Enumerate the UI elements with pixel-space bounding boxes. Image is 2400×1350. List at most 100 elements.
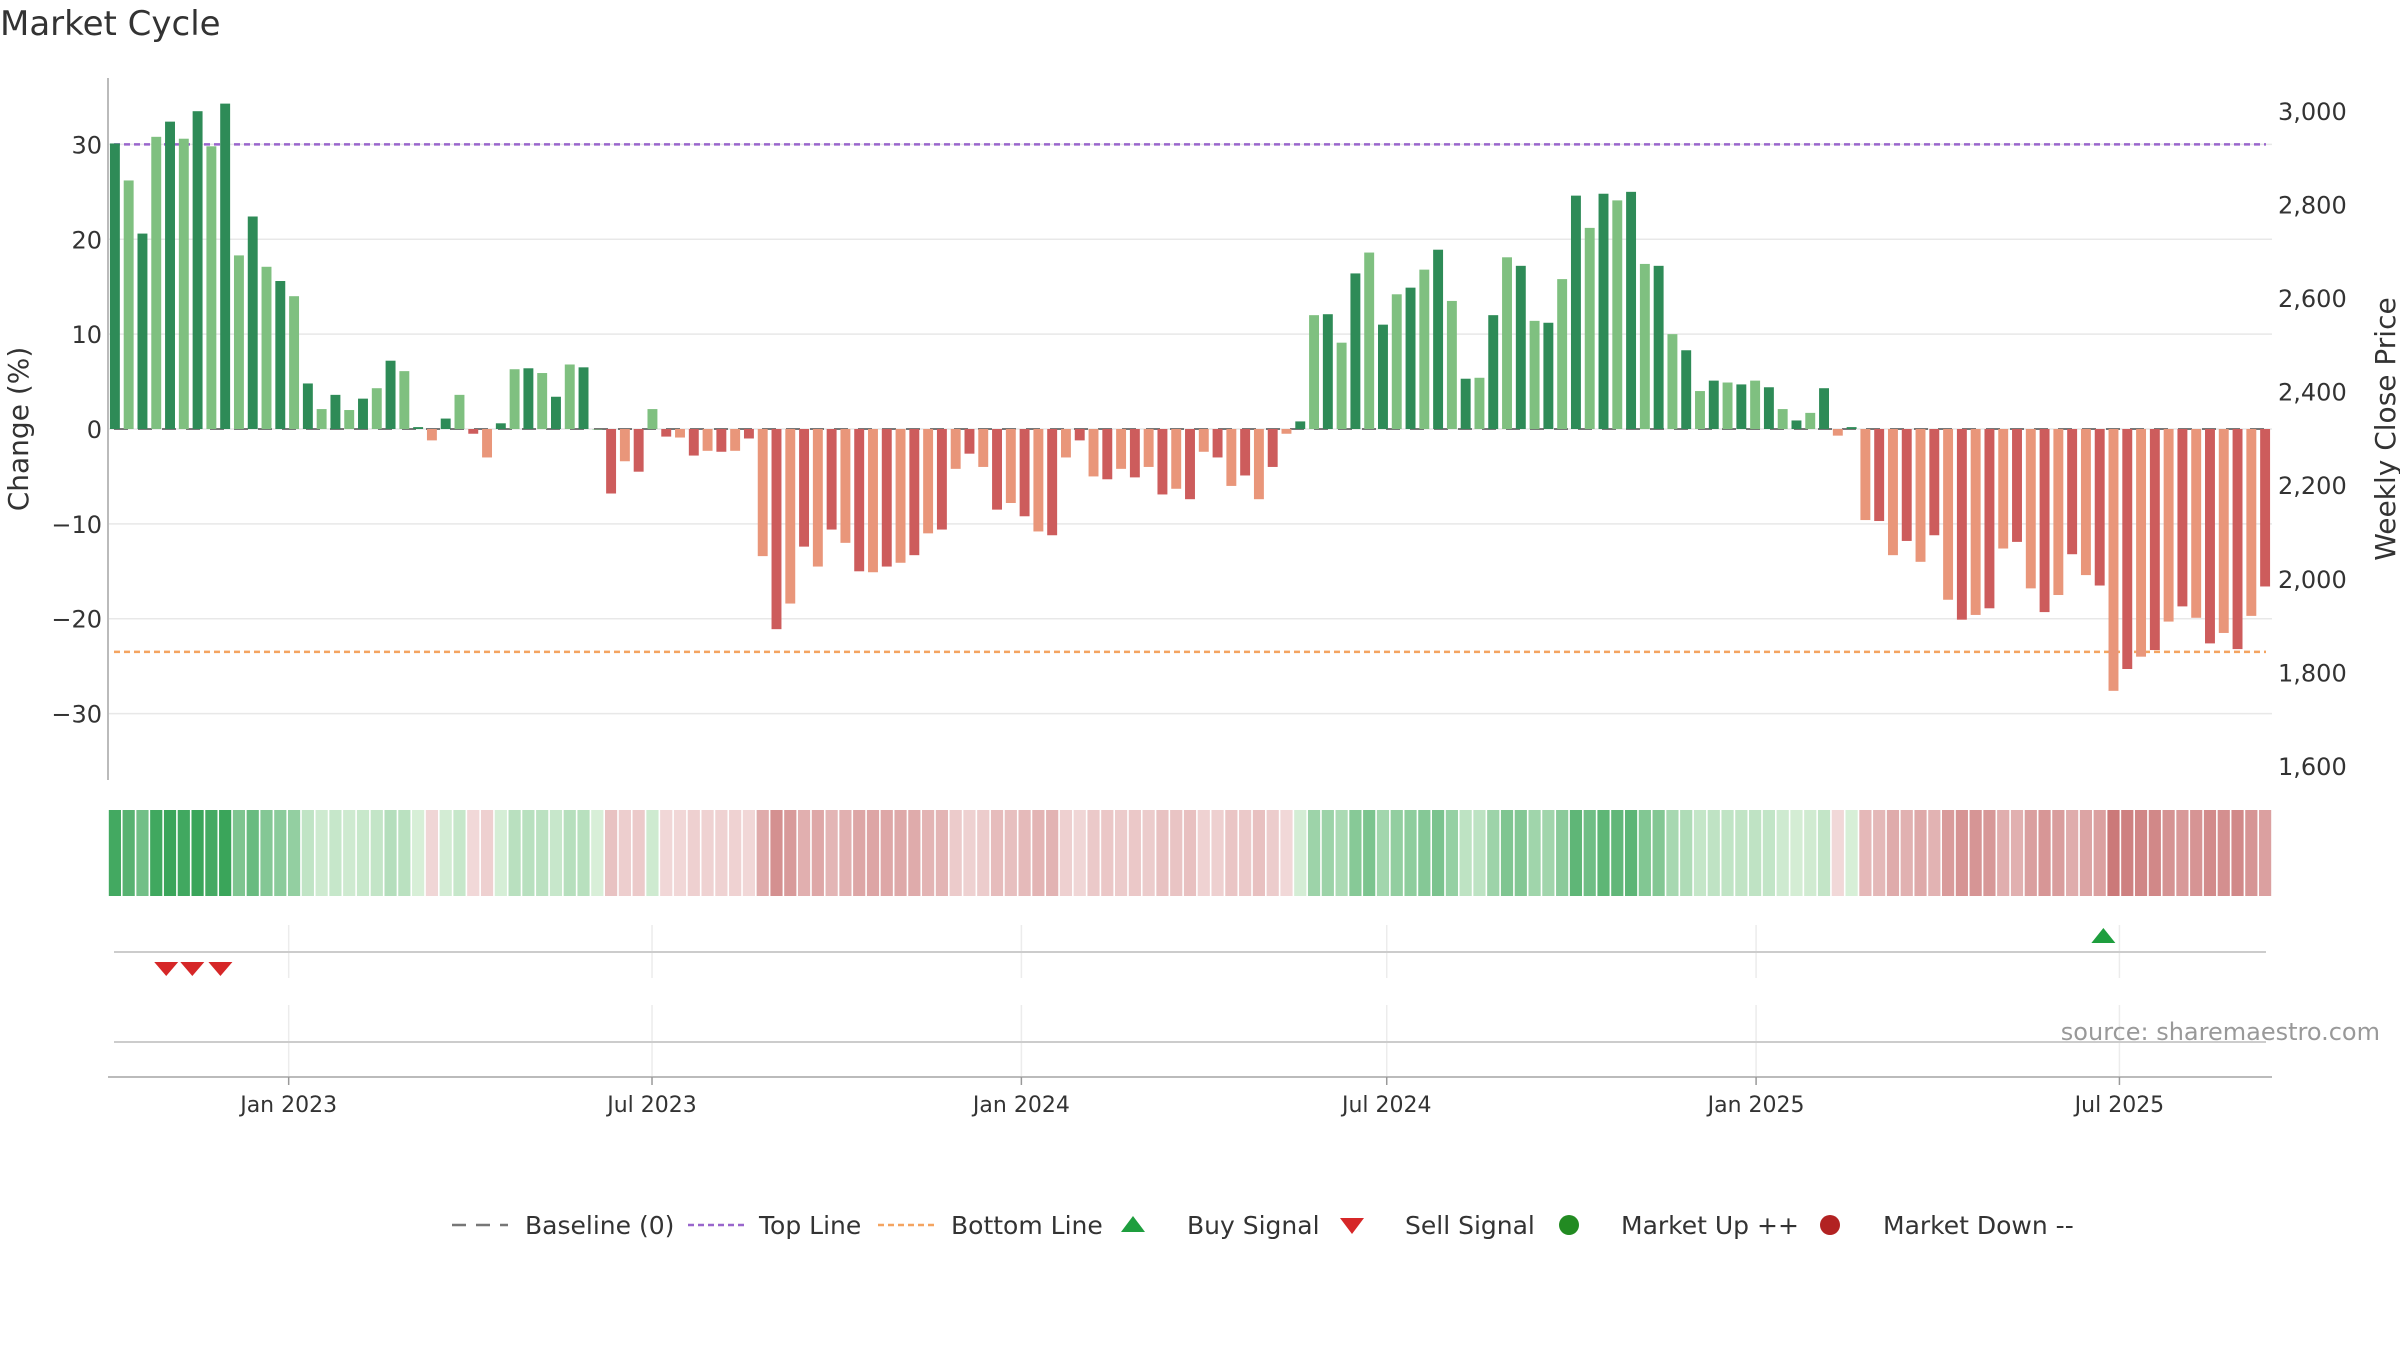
bar <box>344 410 355 429</box>
bar <box>1984 429 1995 609</box>
bar <box>1047 429 1058 536</box>
heat-cell <box>274 810 287 896</box>
heat-cell <box>1638 810 1651 896</box>
bar <box>964 429 975 454</box>
bar <box>1998 429 2009 549</box>
bar <box>2163 429 2174 622</box>
y2-tick-label: 2,800 <box>2278 191 2347 219</box>
sell-signal-marker <box>180 962 205 976</box>
heat-cell <box>508 810 521 896</box>
legend-label: Buy Signal <box>1187 1211 1320 1240</box>
heat-cell <box>922 810 935 896</box>
heat-cell <box>1817 810 1831 896</box>
bar <box>1901 429 1912 541</box>
heat-cell <box>1046 810 1059 896</box>
bar <box>1033 429 1044 532</box>
legend-dot-icon <box>1820 1215 1840 1235</box>
bar <box>826 429 837 530</box>
heat-cell <box>1445 810 1458 896</box>
bar <box>1736 384 1747 429</box>
heat-cell <box>632 810 645 896</box>
heat-cell <box>1183 810 1197 896</box>
heat-cell <box>2134 810 2148 896</box>
bar <box>1653 265 1664 429</box>
bar <box>1970 429 1981 615</box>
legend-label: Sell Signal <box>1405 1211 1535 1240</box>
bar <box>1405 287 1416 429</box>
legend-label: Market Up ++ <box>1621 1211 1799 1240</box>
heat-cell <box>1735 810 1748 896</box>
heat-cell <box>412 810 425 896</box>
heat-cell <box>246 810 259 896</box>
bar <box>109 143 120 429</box>
heat-cell <box>1597 810 1610 896</box>
heat-cell <box>150 810 163 896</box>
heat-cell <box>1197 810 1210 896</box>
bar <box>1378 324 1388 429</box>
heat-cell <box>219 810 232 896</box>
sell-signal-marker <box>154 962 179 976</box>
y-tick-label: −10 <box>51 511 102 539</box>
heat-cell <box>784 810 797 896</box>
heat-cell <box>853 810 866 896</box>
bar <box>1750 380 1761 429</box>
heat-cell <box>549 810 563 896</box>
heat-cell <box>1749 810 1762 896</box>
bar <box>2094 429 2105 586</box>
heat-cell <box>1983 810 1996 896</box>
bar <box>1322 314 1333 429</box>
heat-cell <box>1528 810 1541 896</box>
heat-cell <box>1252 810 1266 896</box>
heat-cell <box>260 810 273 896</box>
bar <box>413 427 424 429</box>
bar <box>1391 294 1402 429</box>
bar <box>2012 429 2022 542</box>
heat-cell <box>1886 810 1900 896</box>
bar <box>399 371 410 429</box>
heat-cell <box>1211 810 1224 896</box>
bar <box>1253 429 1264 500</box>
bar <box>2108 429 2119 691</box>
legend-buy-icon <box>1121 1216 1145 1232</box>
bar <box>1860 429 1871 521</box>
bar <box>992 429 1002 510</box>
x-tick-label: Jan 2024 <box>971 1093 1070 1118</box>
bar <box>978 429 989 467</box>
x-tick-label: Jan 2025 <box>1706 1093 1805 1118</box>
bar <box>909 429 920 556</box>
heat-cell <box>811 810 824 896</box>
bar <box>385 360 396 429</box>
bar <box>661 429 672 437</box>
bar <box>2149 429 2160 651</box>
heat-cell <box>563 810 576 896</box>
bar <box>1929 429 1940 536</box>
heat-cell <box>1955 810 1968 896</box>
bar <box>1695 391 1705 429</box>
heat-cell <box>1845 810 1858 896</box>
bar <box>440 418 451 429</box>
bar <box>1570 195 1581 429</box>
x-tick-label: Jul 2025 <box>2073 1093 2165 1118</box>
bar <box>550 396 561 429</box>
bar <box>1157 429 1168 495</box>
heat-cell <box>1500 810 1514 896</box>
heat-cell <box>1376 810 1390 896</box>
bar <box>1598 193 1609 429</box>
y2-axis-label: Weekly Close Price <box>2369 297 2400 560</box>
heat-cell <box>1900 810 1913 896</box>
heat-cell <box>1335 810 1348 896</box>
y-tick-label: −20 <box>51 606 102 634</box>
bar <box>1129 429 1140 478</box>
y-tick-label: 30 <box>71 131 102 159</box>
heat-cell <box>591 810 604 896</box>
bar <box>247 216 258 429</box>
heat-cell <box>1569 810 1583 896</box>
bar <box>275 281 286 429</box>
bar <box>1708 380 1719 429</box>
bar <box>233 255 244 429</box>
heat-cell <box>2203 810 2217 896</box>
heat-cell <box>1707 810 1720 896</box>
bar <box>1364 252 1375 429</box>
heat-cell <box>1624 810 1638 896</box>
bar <box>1088 429 1099 477</box>
